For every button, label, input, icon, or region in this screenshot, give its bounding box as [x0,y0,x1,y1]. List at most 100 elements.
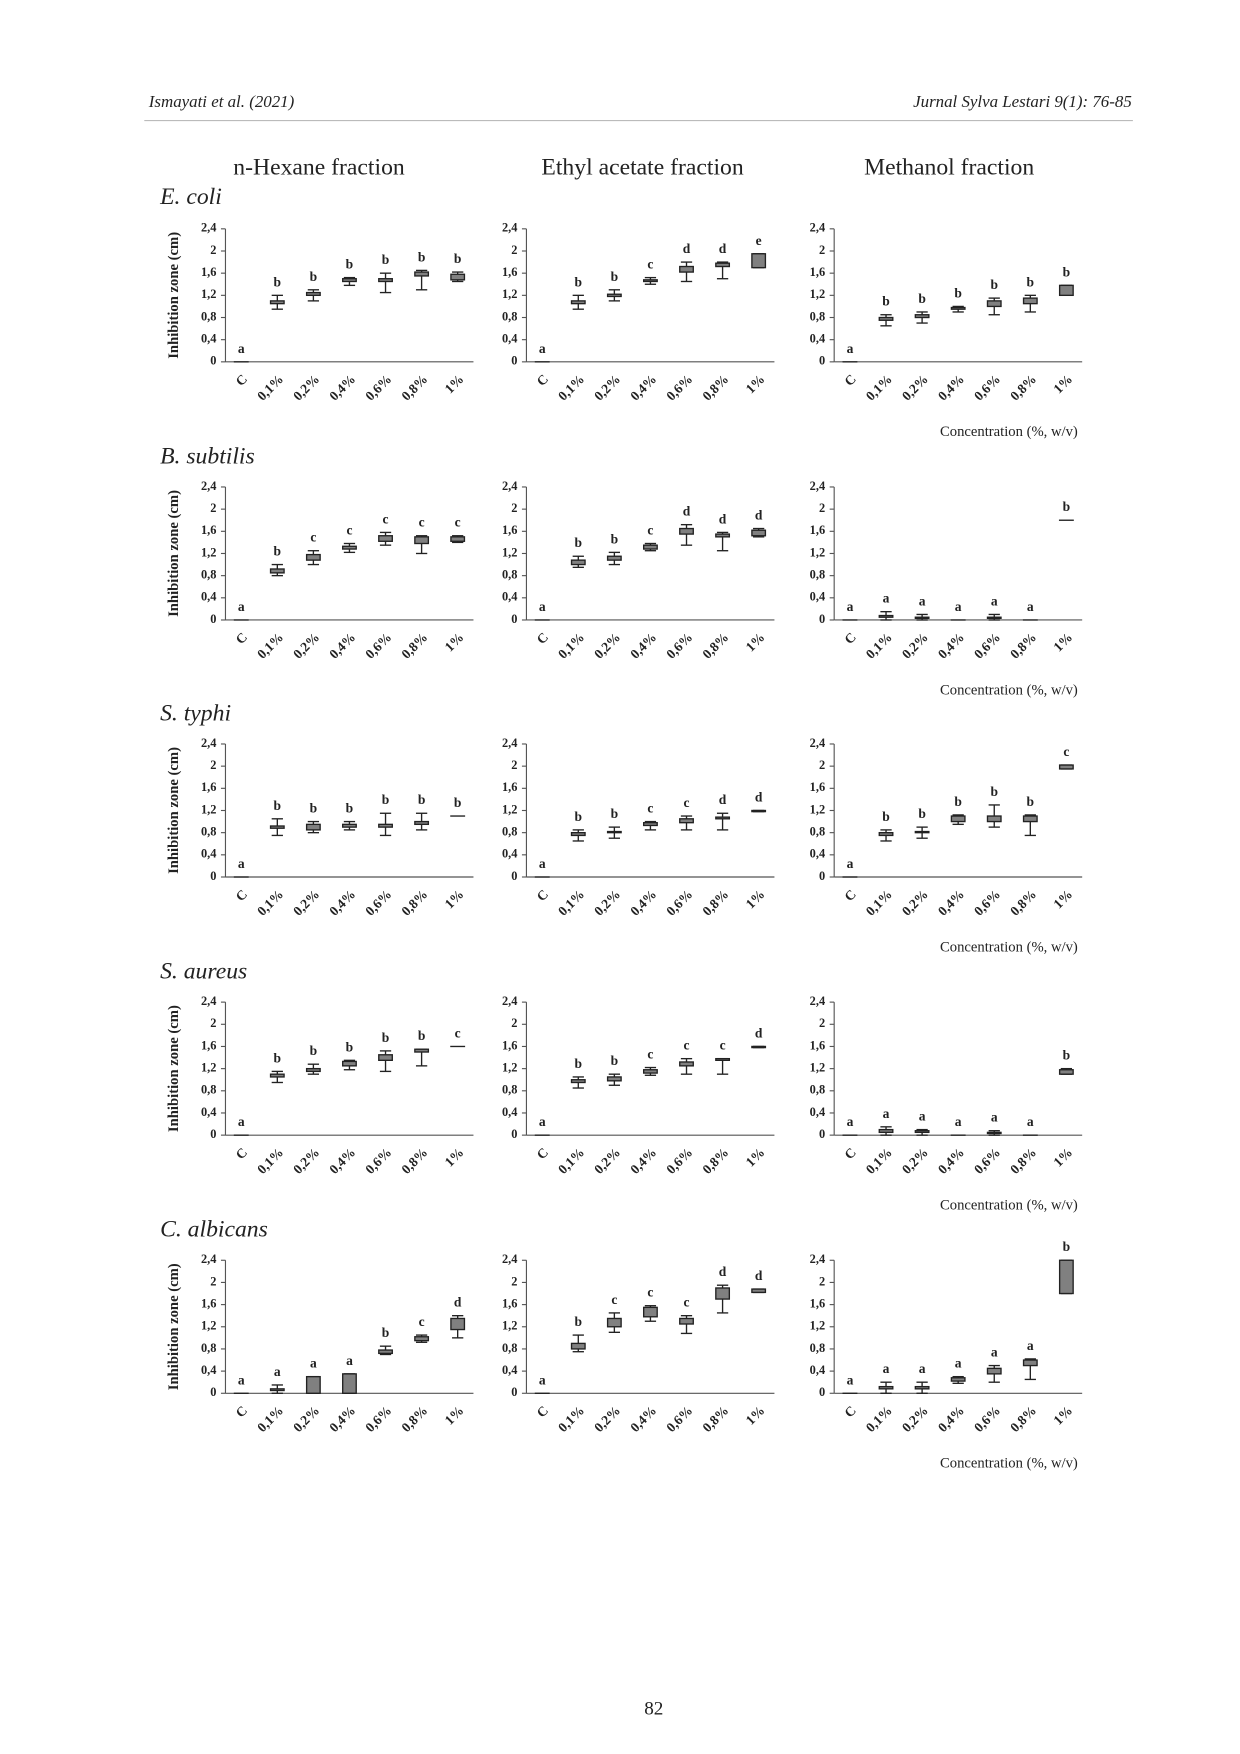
significance-letter: b [1063,499,1071,514]
y-tick-label: 1,2 [201,802,216,816]
significance-letter: a [991,1110,998,1125]
x-axis-label: Concentration (%, w/v) [940,1198,1078,1214]
y-tick-label: 0,8 [810,309,825,323]
significance-letter: a [539,856,546,871]
significance-letter: a [847,1372,854,1387]
y-tick-label: 2,4 [810,1252,825,1266]
significance-letter: b [274,1050,282,1065]
x-tick-label: 0,2% [591,371,623,403]
significance-letter: a [991,593,998,608]
y-tick-label: 2,4 [502,479,517,493]
box [986,300,1002,308]
y-tick-label: 1,2 [502,1319,517,1333]
x-tick-label: 0,2% [899,630,931,662]
x-tick-label: 0,6% [663,1145,695,1177]
x-tick-label: 0,8% [1007,887,1039,919]
box [950,1377,966,1382]
y-tick-label: 0,8 [502,825,517,839]
significance-letter: b [575,274,583,289]
x-tick-label: 0,8% [398,371,430,403]
y-tick-label: 2 [210,758,216,772]
box [715,1057,731,1061]
y-tick-label: 0,8 [810,1341,825,1355]
box [715,816,731,820]
box [878,1385,894,1390]
significance-letter: b [418,249,426,264]
y-tick-label: 1,2 [502,545,517,559]
x-tick-label: 0,1% [863,1145,895,1177]
box [414,1336,430,1342]
x-tick-label: 1% [743,887,768,912]
significance-letter: d [683,241,691,256]
significance-letter: c [383,511,389,526]
y-tick-label: 1,6 [201,523,216,537]
y-tick-label: 0 [819,354,825,368]
significance-letter: b [382,252,390,267]
significance-letter: b [418,792,426,807]
page-number: 82 [644,1699,663,1720]
x-tick-label: 0,1% [555,1403,587,1435]
x-tick-label: 0,2% [899,371,931,403]
box [606,555,622,561]
y-tick-label: 1,6 [810,265,825,279]
significance-letter: b [346,257,354,272]
box [642,1069,658,1074]
y-tick-label: 2 [511,243,517,257]
x-tick-label: 0,4% [935,1145,967,1177]
y-tick-label: 1,6 [502,780,517,794]
significance-letter: b [382,792,390,807]
box [269,300,285,305]
box [342,545,357,550]
y-tick-label: 2,4 [201,479,216,493]
x-tick-label: 0,4% [326,371,358,403]
y-tick-label: 0,4 [502,1363,517,1377]
x-tick-label: 0,6% [971,1403,1003,1435]
significance-letter: a [1027,1338,1034,1353]
x-tick-label: 0,6% [663,1403,695,1435]
significance-letter: b [310,1043,318,1058]
x-tick-label: 0,2% [591,1403,623,1435]
significance-letter: a [883,1106,890,1121]
x-tick-label: 1% [1050,371,1075,396]
y-tick-label: 0 [511,354,517,368]
significance-letter: d [719,1264,727,1279]
box [642,822,658,827]
significance-letter: c [647,801,653,816]
box [679,265,694,273]
x-tick-label: 0,2% [899,887,931,919]
box [269,825,285,829]
x-tick-label: 1% [743,1403,768,1428]
x-tick-label: 0,6% [971,630,1003,662]
box [570,1342,586,1350]
box [342,1373,357,1394]
box [679,527,694,535]
significance-letter: b [575,1056,583,1071]
x-tick-label: 0,8% [699,630,731,662]
y-tick-label: 1,6 [502,523,517,537]
y-tick-label: 1,2 [201,1060,216,1074]
y-tick-label: 0,4 [810,847,825,861]
x-tick-label: 1% [743,371,768,396]
x-axis-label: Concentration (%, w/v) [940,1456,1078,1472]
box [679,1061,694,1067]
x-tick-label: 0,8% [699,371,731,403]
significance-letter: d [719,511,727,526]
y-tick-label: 2,4 [810,221,825,235]
box [715,533,731,538]
x-axis-label: Concentration (%, w/v) [940,939,1078,955]
significance-letter: b [990,784,998,799]
x-tick-label: 0,8% [1007,1403,1039,1435]
x-tick-label: 0,1% [254,371,286,403]
x-tick-label: C [534,887,552,905]
x-tick-label: 0,4% [627,1403,659,1435]
x-tick-label: 0,1% [254,1145,286,1177]
x-axis-label: Concentration (%, w/v) [940,682,1078,698]
y-tick-label: 0,8 [201,825,216,839]
significance-letter: d [755,508,763,523]
box [378,1349,393,1355]
x-tick-label: 0,6% [362,371,394,403]
box [751,529,767,537]
x-tick-label: 0,4% [627,887,659,919]
significance-letter: a [847,856,854,871]
